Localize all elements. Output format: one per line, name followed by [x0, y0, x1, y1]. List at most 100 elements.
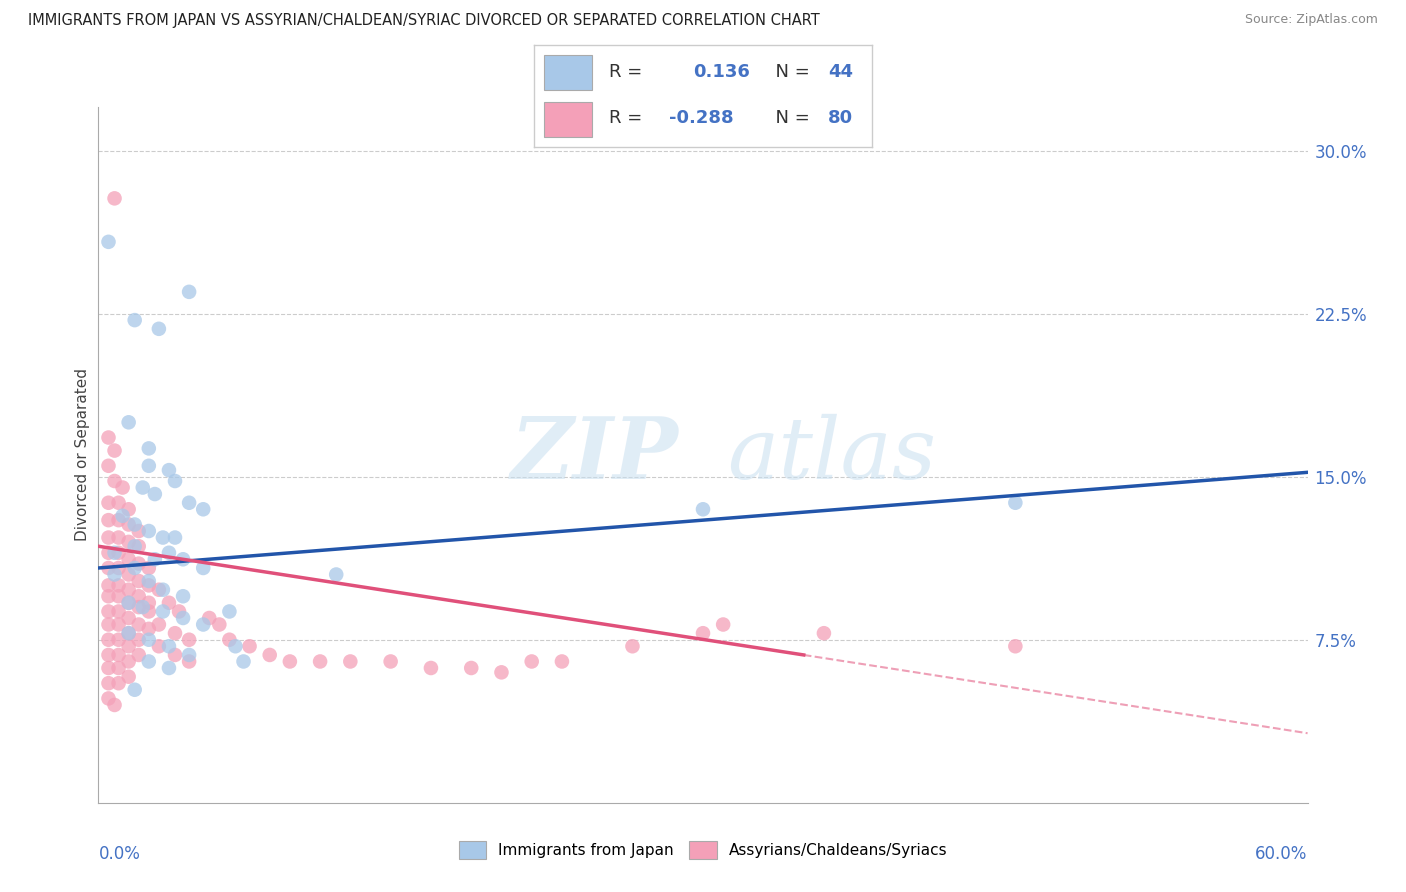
Point	[491, 665, 513, 680]
Point	[118, 502, 141, 516]
Point	[309, 655, 332, 669]
Text: N =: N =	[763, 63, 815, 81]
Text: ZIP: ZIP	[510, 413, 679, 497]
Text: IMMIGRANTS FROM JAPAN VS ASSYRIAN/CHALDEAN/SYRIAC DIVORCED OR SEPARATED CORRELAT: IMMIGRANTS FROM JAPAN VS ASSYRIAN/CHALDE…	[28, 13, 820, 29]
Point	[193, 502, 215, 516]
Point	[520, 655, 543, 669]
Point	[118, 535, 141, 549]
Point	[138, 578, 160, 592]
Point	[278, 655, 301, 669]
Point	[107, 605, 129, 619]
Point	[232, 655, 254, 669]
Point	[124, 539, 146, 553]
Point	[107, 496, 129, 510]
Point	[97, 513, 120, 527]
Point	[107, 578, 129, 592]
Point	[97, 605, 120, 619]
Point	[128, 617, 150, 632]
Point	[107, 531, 129, 545]
Point	[103, 443, 125, 458]
Point	[97, 546, 120, 560]
Point	[118, 582, 141, 597]
Point	[138, 605, 160, 619]
Point	[97, 458, 120, 473]
Point	[124, 313, 146, 327]
Point	[692, 502, 714, 516]
Point	[124, 517, 146, 532]
Point	[118, 596, 141, 610]
Point	[198, 611, 221, 625]
Point	[692, 626, 714, 640]
Point	[172, 552, 194, 566]
Point	[325, 567, 347, 582]
Point	[460, 661, 482, 675]
Point	[128, 589, 150, 603]
Point	[118, 596, 141, 610]
Point	[148, 639, 170, 653]
Point	[138, 442, 160, 456]
Point	[1004, 639, 1026, 653]
Point	[132, 600, 155, 615]
Point	[118, 517, 141, 532]
Point	[118, 611, 141, 625]
Point	[118, 655, 141, 669]
Point	[163, 474, 186, 488]
Point	[124, 561, 146, 575]
Text: 0.136: 0.136	[693, 63, 749, 81]
Point	[111, 508, 134, 523]
Point	[118, 670, 141, 684]
Point	[163, 626, 186, 640]
Point	[128, 539, 150, 553]
Point	[1004, 496, 1026, 510]
Point	[132, 481, 155, 495]
Point	[103, 191, 125, 205]
Point	[118, 415, 141, 429]
Point	[138, 655, 160, 669]
Point	[107, 561, 129, 575]
Point	[97, 648, 120, 662]
Point	[107, 632, 129, 647]
Point	[813, 626, 835, 640]
Point	[193, 617, 215, 632]
Point	[128, 632, 150, 647]
Point	[163, 531, 186, 545]
Point	[138, 524, 160, 538]
Point	[259, 648, 281, 662]
Legend: Immigrants from Japan, Assyrians/Chaldeans/Syriacs: Immigrants from Japan, Assyrians/Chaldea…	[453, 835, 953, 864]
Point	[193, 561, 215, 575]
Point	[128, 524, 150, 538]
Point	[124, 682, 146, 697]
Text: 44: 44	[828, 63, 853, 81]
Point	[143, 487, 166, 501]
Point	[128, 557, 150, 571]
Point	[107, 661, 129, 675]
Point	[103, 567, 125, 582]
Point	[138, 458, 160, 473]
Point	[118, 639, 141, 653]
Point	[179, 655, 201, 669]
Point	[103, 474, 125, 488]
Text: atlas: atlas	[727, 414, 936, 496]
Point	[107, 589, 129, 603]
Point	[163, 648, 186, 662]
Point	[143, 552, 166, 566]
Point	[208, 617, 231, 632]
Point	[179, 496, 201, 510]
Point	[107, 648, 129, 662]
Point	[157, 639, 180, 653]
Point	[138, 596, 160, 610]
Point	[97, 431, 120, 445]
Point	[128, 574, 150, 588]
Point	[118, 552, 141, 566]
Point	[551, 655, 574, 669]
Point	[97, 235, 120, 249]
Text: 60.0%: 60.0%	[1256, 845, 1308, 863]
Point	[179, 285, 201, 299]
Text: N =: N =	[763, 110, 815, 128]
Point	[148, 322, 170, 336]
Point	[172, 589, 194, 603]
Point	[138, 632, 160, 647]
Point	[97, 632, 120, 647]
Y-axis label: Divorced or Separated: Divorced or Separated	[75, 368, 90, 541]
Text: -0.288: -0.288	[669, 110, 734, 128]
